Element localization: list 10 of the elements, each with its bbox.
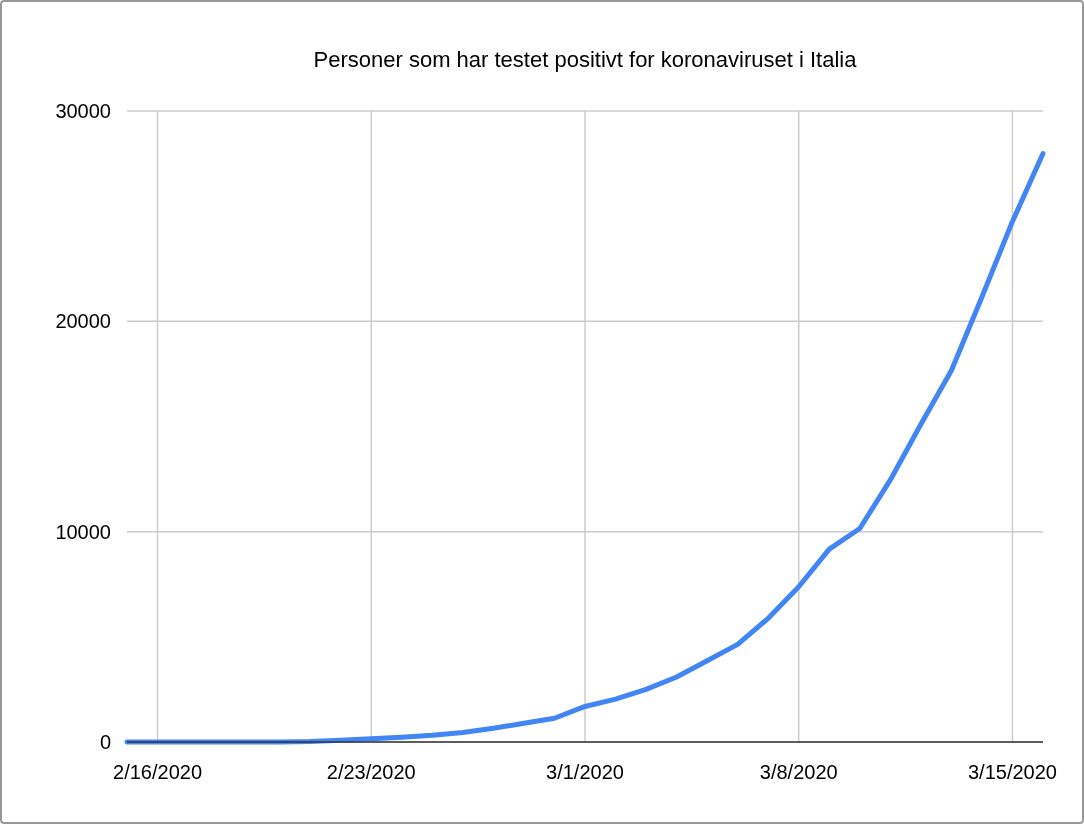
x-tick-label: 3/15/2020	[967, 761, 1057, 783]
x-tick-label: 2/16/2020	[113, 761, 203, 783]
x-tick-label: 2/23/2020	[326, 761, 416, 783]
y-tick-label: 30000	[55, 100, 111, 122]
x-tick-label: 3/8/2020	[759, 761, 838, 783]
y-tick-label: 10000	[55, 520, 111, 543]
y-tick-label: 20000	[55, 310, 111, 333]
x-tick-label: 3/1/2020	[546, 761, 624, 783]
y-tick-label: 0	[99, 731, 111, 753]
chart-title: Personer som har testet positivt for koronaviruset i Italia	[313, 47, 858, 72]
